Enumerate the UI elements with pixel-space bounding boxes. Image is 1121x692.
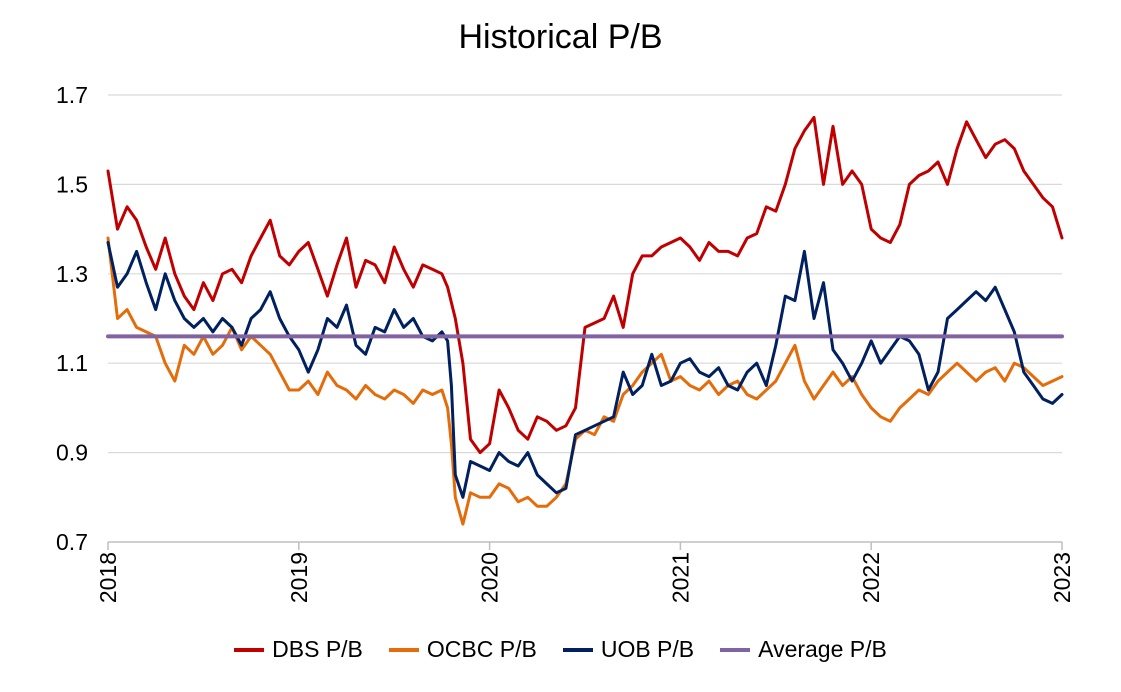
legend: DBS P/B OCBC P/B UOB P/B Average P/B (0, 636, 1121, 663)
chart-title: Historical P/B (458, 18, 663, 56)
y-tick-label: 1.3 (56, 261, 88, 287)
x-tick-label: 2020 (477, 552, 503, 603)
legend-label: DBS P/B (272, 636, 363, 662)
legend-item: DBS P/B (234, 636, 363, 663)
legend-swatch (388, 647, 419, 652)
legend-item: OCBC P/B (388, 636, 537, 663)
series-layer (106, 115, 1064, 526)
legend-item: UOB P/B (562, 636, 695, 663)
series-line-dbs-p-b (106, 115, 1064, 455)
x-tick-label: 2023 (1049, 552, 1075, 603)
y-tick-label: 1.7 (56, 82, 88, 108)
legend-swatch (234, 647, 265, 652)
legend-item: Average P/B (720, 636, 887, 663)
axis-layer: 0.7 0.9 1.1 1.3 1.5 1.7 2018 2019 2020 2021 2022 20… (56, 82, 1075, 603)
series-line-ocbc-p-b (106, 236, 1064, 526)
grid-layer (108, 94, 1062, 454)
y-tick-label: 1.1 (56, 350, 88, 376)
y-tick-label: 0.9 (56, 440, 88, 466)
y-tick-label: 0.7 (56, 529, 88, 555)
legend-label: Average P/B (758, 636, 887, 662)
series-line-uob-p-b (106, 241, 1064, 499)
x-tick-label: 2022 (858, 552, 884, 603)
legend-swatch (562, 647, 593, 652)
x-tick-label: 2021 (667, 552, 693, 603)
legend-swatch (720, 647, 751, 652)
x-tick-label: 2018 (95, 552, 121, 603)
x-tick-label: 2019 (286, 552, 312, 603)
legend-label: OCBC P/B (426, 636, 537, 662)
legend-label: UOB P/B (600, 636, 695, 662)
y-tick-label: 1.5 (56, 171, 88, 197)
